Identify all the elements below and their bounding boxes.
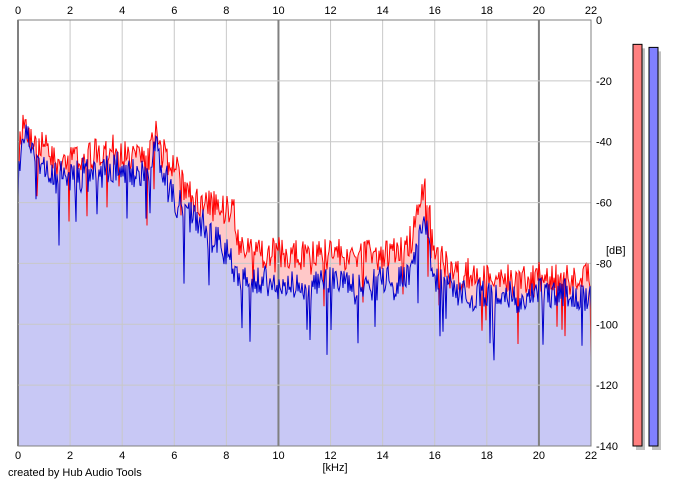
- level-meters: [632, 43, 661, 451]
- x-tick-label-top: 16: [429, 5, 441, 17]
- x-axis-label: [kHz]: [322, 462, 347, 474]
- x-tick-label-bottom: 10: [272, 450, 284, 462]
- x-tick-label-bottom: 14: [377, 450, 389, 462]
- series-line-right: [17, 124, 592, 361]
- y-tick-label: -140: [596, 441, 618, 453]
- y-tick-label: 0: [596, 15, 602, 27]
- x-tick-label-bottom: 0: [15, 450, 21, 462]
- x-tick-label-top: 14: [377, 5, 389, 17]
- x-tick-label-top: 0: [15, 5, 21, 17]
- credit-text: created by Hub Audio Tools: [8, 467, 142, 479]
- x-tick-label-bottom: 20: [533, 450, 545, 462]
- x-tick-label-top: 20: [533, 5, 545, 17]
- x-tick-label-bottom: 2: [67, 450, 73, 462]
- x-tick-label-top: 6: [171, 5, 177, 17]
- meter-bar-right: [648, 46, 659, 447]
- y-tick-label: -80: [596, 258, 612, 270]
- x-tick-label-top: 4: [119, 5, 125, 17]
- plot-frame: [17, 19, 592, 447]
- x-tick-label-top: 8: [223, 5, 229, 17]
- series-line-left: [17, 114, 592, 358]
- y-tick-label: -100: [596, 319, 618, 331]
- x-tick-label-bottom: 16: [429, 450, 441, 462]
- plot-area: [17, 19, 592, 447]
- x-tick-label-bottom: 6: [171, 450, 177, 462]
- x-tick-label-bottom: 12: [324, 450, 336, 462]
- x-tick-label-top: 18: [481, 5, 493, 17]
- x-tick-label-bottom: 22: [585, 450, 597, 462]
- y-tick-label: -120: [596, 380, 618, 392]
- x-tick-label-bottom: 4: [119, 450, 125, 462]
- series-fill-right: [18, 124, 591, 446]
- y-tick-label: -60: [596, 198, 612, 210]
- x-tick-label-top: 2: [67, 5, 73, 17]
- y-tick-label: -20: [596, 76, 612, 88]
- axis-ticks: 002244668810101212141416161818202022220-…: [15, 5, 618, 462]
- x-tick-label-bottom: 8: [223, 450, 229, 462]
- x-tick-label-top: 12: [324, 5, 336, 17]
- x-tick-label-top: 10: [272, 5, 284, 17]
- y-axis-label: [dB]: [606, 245, 626, 257]
- x-tick-label-top: 22: [585, 5, 597, 17]
- meter-bar-left: [632, 43, 643, 447]
- y-tick-label: -40: [596, 137, 612, 149]
- x-tick-label-bottom: 18: [481, 450, 493, 462]
